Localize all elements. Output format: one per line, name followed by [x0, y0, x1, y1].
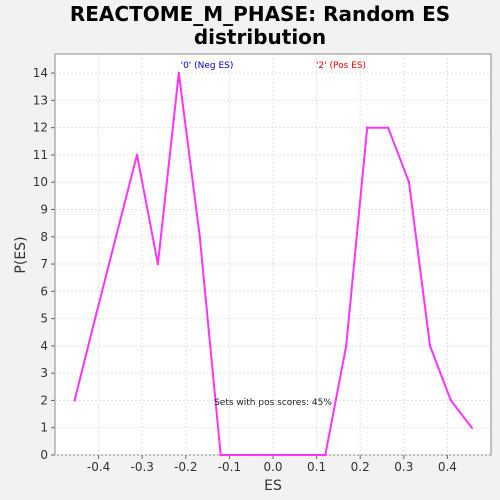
x-tick-label: -0.2: [174, 460, 197, 474]
series-group: [73, 71, 474, 457]
y-tick-label: 4: [40, 339, 48, 353]
data-point: [345, 344, 348, 348]
pos-es-annotation: '2' (Pos ES): [316, 61, 366, 71]
data-point: [219, 453, 222, 457]
data-point: [114, 235, 118, 238]
series-line: [73, 72, 473, 456]
x-tick-label: -0.4: [87, 460, 110, 474]
data-point: [240, 453, 243, 457]
y-tick-label: 3: [40, 366, 48, 380]
data-point: [73, 399, 76, 402]
chart-title-line2: distribution: [194, 25, 326, 49]
y-tick-label: 2: [40, 393, 48, 407]
y-tick-label: 6: [40, 284, 48, 298]
data-point: [303, 453, 306, 457]
pos-scores-note: Sets with pos scores: 45%: [214, 398, 332, 408]
data-point: [156, 262, 160, 266]
y-tick-label: 8: [40, 230, 48, 244]
x-tick-label: -0.1: [218, 460, 241, 474]
y-tick-label: 11: [33, 148, 48, 162]
x-tick-label: 0.3: [394, 460, 413, 474]
data-point: [198, 235, 201, 238]
x-axis-label: ES: [264, 478, 282, 494]
x-tick-label: 0.0: [263, 460, 282, 474]
x-tick-label: -0.3: [130, 460, 153, 474]
x-tick-label: 0.2: [351, 460, 370, 474]
data-point: [177, 71, 181, 75]
data-point: [449, 399, 453, 402]
x-tick-label: 0.1: [307, 460, 326, 474]
data-point: [261, 453, 264, 457]
data-point: [93, 317, 97, 320]
y-tick-label: 7: [40, 257, 48, 271]
grid-lines: [55, 54, 491, 456]
y-tick-label: 14: [33, 66, 48, 80]
neg-es-annotation: '0' (Neg ES): [181, 61, 234, 71]
data-point: [282, 453, 285, 457]
data-point: [407, 181, 411, 184]
data-point: [365, 126, 369, 129]
y-tick-label: 0: [40, 448, 48, 462]
data-point: [470, 426, 474, 429]
data-point: [428, 344, 432, 348]
y-tick-label: 10: [33, 175, 48, 189]
chart-title-line1: REACTOME_M_PHASE: Random ES: [70, 2, 450, 26]
y-tick-label: 1: [40, 421, 48, 435]
x-axis-ticks: -0.4 -0.3 -0.2 -0.1 0.0 0.1 0.2 0.3 0.4: [87, 455, 457, 474]
y-tick-label: 9: [40, 202, 48, 216]
data-point: [386, 126, 390, 129]
y-tick-label: 12: [33, 121, 48, 135]
data-point: [324, 453, 327, 457]
y-axis-label: P(ES): [13, 236, 29, 273]
x-tick-label: 0.4: [438, 460, 457, 474]
y-tick-label: 13: [33, 93, 48, 107]
data-point: [135, 153, 139, 157]
y-tick-label: 5: [40, 312, 48, 326]
